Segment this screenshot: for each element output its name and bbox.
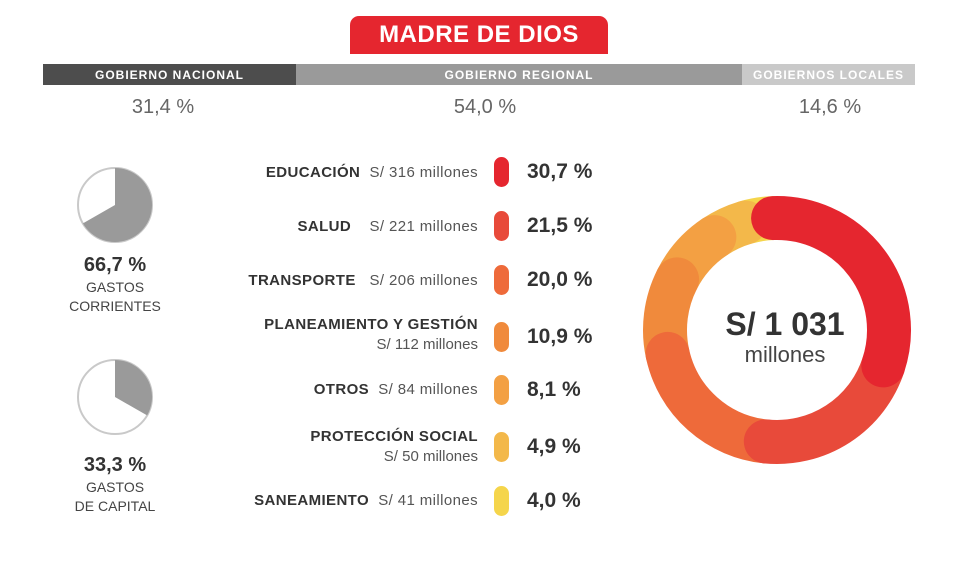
row-planeamiento-pct: 10,9 % [527,325,593,348]
gov-locales-pct: 14,6 % [798,96,862,118]
row-transporte-name: TRANSPORTE [248,272,356,289]
pie-slice [115,360,152,416]
row-proteccion-amount: S/ 50 millones [383,448,478,465]
gov-locales-bar: GOBIERNOS LOCALES [742,64,915,85]
gastos-capital-pct: 33,3 % [83,454,147,476]
row-educacion-amount: S/ 316 millones [369,164,478,181]
row-planeamiento-amount: S/ 112 millones [376,336,478,353]
row-otros-label: OTROS S/ 84 millones [314,381,478,398]
row-proteccion-pct: 4,9 % [527,435,581,458]
donut-segment [751,196,911,388]
pie-slice [82,168,152,242]
row-salud-label: SALUD S/ 221 millones [297,218,478,235]
row-salud-pct: 21,5 % [527,214,593,237]
gastos-corrientes-pie-svg [77,167,153,243]
row-otros-bar [494,375,509,405]
row-otros-pct: 8,1 % [527,378,581,401]
row-salud-bar [494,211,509,241]
row-salud-name: SALUD [297,218,352,235]
row-educacion-pct: 30,7 % [527,160,593,183]
gov-regional-bar: GOBIERNO REGIONAL [296,64,742,85]
gastos-corrientes-pct: 66,7 % [83,254,147,276]
total-unit: millones [744,342,826,367]
gov-nacional-pct: 31,4 % [131,96,195,118]
budget-donut-chart [643,196,911,464]
gov-nacional-bar: GOBIERNO NACIONAL [43,64,296,85]
row-educacion-name: EDUCACIÓN [265,164,361,181]
row-saneamiento-name: SANEAMIENTO [254,492,370,509]
row-transporte-amount: S/ 206 millones [369,272,478,289]
row-planeamiento-bar [494,322,509,352]
row-salud-amount: S/ 221 millones [369,218,478,235]
gov-regional-pct: 54,0 % [453,96,517,118]
gastos-capital-pie [76,358,154,436]
row-saneamiento-pct: 4,0 % [527,489,581,512]
row-saneamiento-bar [494,486,509,516]
gastos-capital-pie-svg [77,359,153,435]
row-transporte-bar [494,265,509,295]
gov-regional-label: GOBIERNO REGIONAL [444,67,594,82]
gastos-capital-label-1: GASTOS [85,479,145,495]
gov-locales-label: GOBIERNOS LOCALES [752,67,904,82]
row-otros-name: OTROS [313,381,370,398]
gastos-corrientes-pie [76,166,154,244]
row-otros-amount: S/ 84 millones [378,381,478,398]
row-transporte-pct: 20,0 % [527,268,593,291]
gastos-capital-label-2: DE CAPITAL [74,498,156,514]
row-educacion-label: EDUCACIÓN S/ 316 millones [266,164,478,181]
gastos-corrientes-label-1: GASTOS [85,279,145,295]
title-banner: MADRE DE DIOS [350,16,608,54]
gov-nacional-label: GOBIERNO NACIONAL [95,67,244,82]
row-proteccion-name: PROTECCIÓN SOCIAL [310,428,478,445]
row-planeamiento-name: PLANEAMIENTO Y GESTIÓN [264,316,478,333]
row-saneamiento-amount: S/ 41 millones [378,492,478,509]
row-transporte-label: TRANSPORTE S/ 206 millones [248,272,478,289]
page-title: MADRE DE DIOS [379,21,579,48]
row-proteccion-bar [494,432,509,462]
gastos-corrientes-label-2: CORRIENTES [69,298,161,314]
total-amount: S/ 1 031 [725,306,845,342]
row-saneamiento-label: SANEAMIENTO S/ 41 millones [254,492,478,509]
row-educacion-bar [494,157,509,187]
